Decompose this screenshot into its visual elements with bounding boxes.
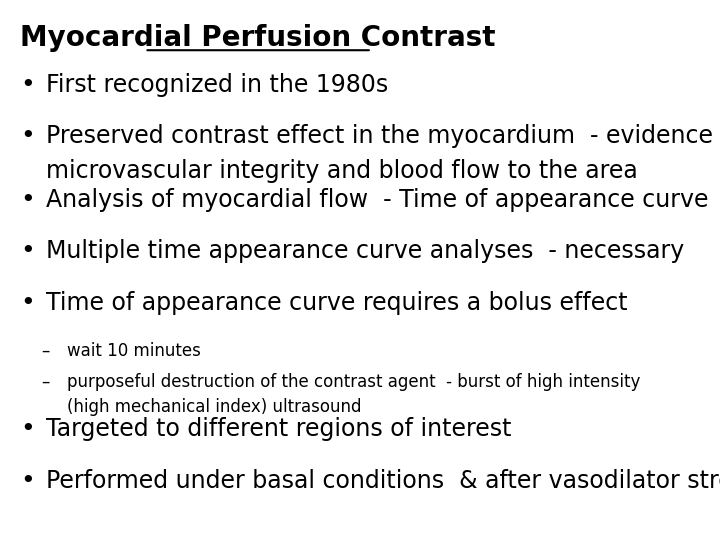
Text: Analysis of myocardial flow  - Time of appearance curve: Analysis of myocardial flow - Time of ap… bbox=[47, 188, 709, 212]
Text: Myocardial Perfusion Contrast: Myocardial Perfusion Contrast bbox=[20, 24, 496, 52]
Text: –: – bbox=[41, 342, 50, 360]
Text: purposeful destruction of the contrast agent  - burst of high intensity
(high me: purposeful destruction of the contrast a… bbox=[67, 373, 641, 416]
Text: wait 10 minutes: wait 10 minutes bbox=[67, 342, 201, 360]
Text: •: • bbox=[21, 188, 35, 212]
Text: Performed under basal conditions  & after vasodilator stress: Performed under basal conditions & after… bbox=[47, 469, 720, 492]
Text: •: • bbox=[21, 73, 35, 97]
Text: –: – bbox=[41, 373, 50, 391]
Text: Multiple time appearance curve analyses  - necessary: Multiple time appearance curve analyses … bbox=[47, 239, 685, 263]
Text: •: • bbox=[21, 239, 35, 263]
Text: Targeted to different regions of interest: Targeted to different regions of interes… bbox=[47, 417, 512, 441]
Text: Preserved contrast effect in the myocardium  - evidence of
microvascular integri: Preserved contrast effect in the myocard… bbox=[47, 124, 720, 183]
Text: •: • bbox=[21, 291, 35, 314]
Text: Time of appearance curve requires a bolus effect: Time of appearance curve requires a bolu… bbox=[47, 291, 628, 314]
Text: •: • bbox=[21, 124, 35, 148]
Text: •: • bbox=[21, 469, 35, 492]
Text: •: • bbox=[21, 417, 35, 441]
Text: First recognized in the 1980s: First recognized in the 1980s bbox=[47, 73, 389, 97]
